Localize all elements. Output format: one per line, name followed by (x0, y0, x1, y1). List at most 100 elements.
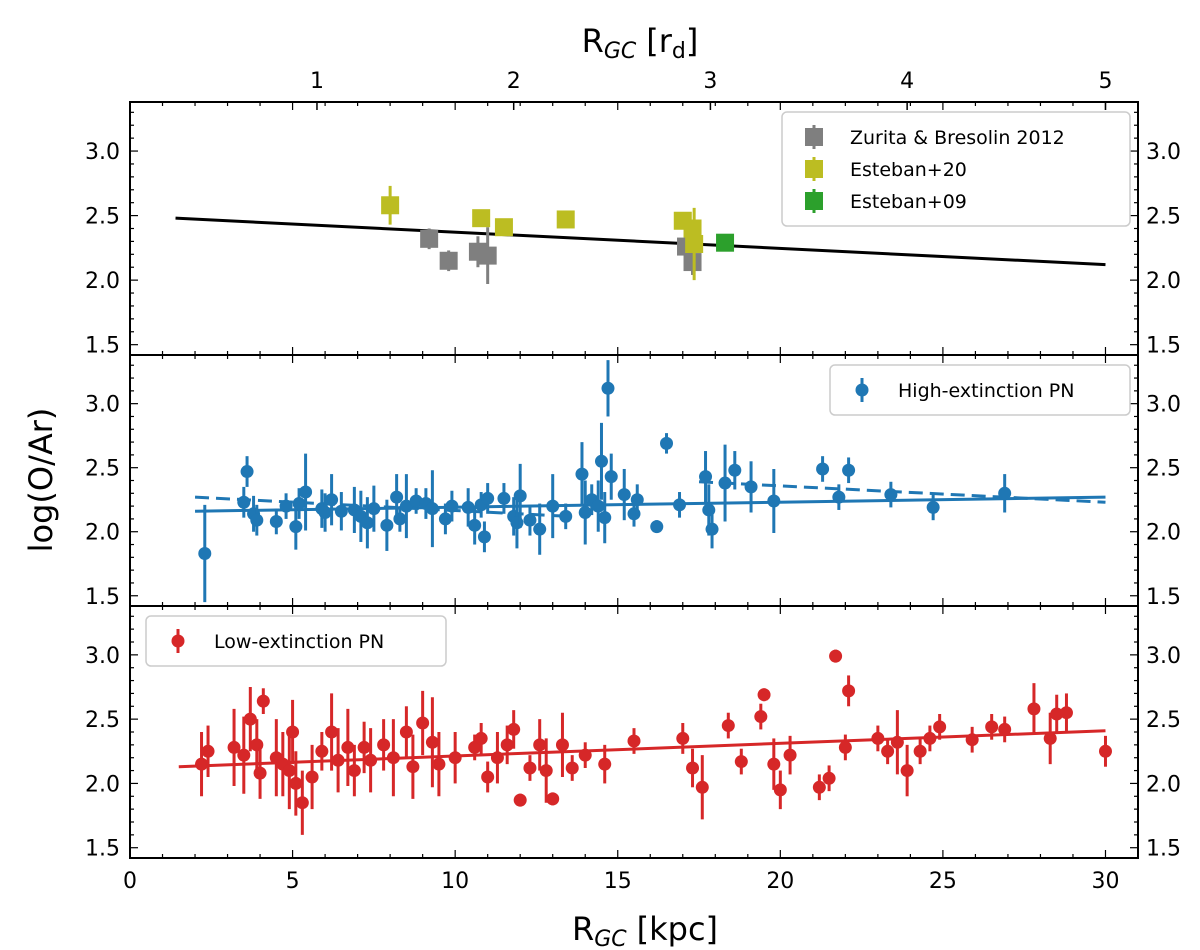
data-point (598, 511, 612, 525)
data-point (676, 731, 690, 745)
data-point (900, 764, 914, 778)
data-point (556, 210, 575, 229)
data-point (500, 738, 514, 752)
data-point (490, 751, 504, 765)
data-point (279, 499, 293, 513)
y-tick-label-right: 1.5 (1146, 837, 1181, 862)
panel-frame (129, 605, 1139, 859)
data-point (555, 738, 569, 752)
data-point (686, 761, 700, 775)
data-point (923, 731, 937, 745)
data-point (812, 780, 826, 794)
y-tick-label-left: 2.5 (85, 205, 120, 230)
data-point (253, 766, 267, 780)
x-tick-label: 25 (929, 869, 957, 894)
data-point (416, 716, 430, 730)
data-point (594, 454, 608, 468)
data-point (292, 497, 306, 511)
data-point (933, 720, 947, 734)
data-point (926, 500, 940, 514)
fit-line (698, 480, 1106, 504)
data-point (523, 513, 537, 527)
y-tick-label-left: 3.0 (85, 140, 120, 165)
data-point (377, 738, 391, 752)
data-point (842, 463, 856, 477)
data-point (299, 485, 313, 499)
y-tick-label-left: 2.0 (85, 772, 120, 797)
data-point (754, 710, 768, 724)
data-point (305, 770, 319, 784)
top-tick-label: 4 (900, 69, 914, 94)
data-point (325, 493, 339, 507)
data-point (425, 735, 439, 749)
y-tick-label-left: 2.0 (85, 521, 120, 546)
data-point (523, 761, 537, 775)
y-tick-label-right: 2.5 (1146, 457, 1181, 482)
data-point (998, 722, 1012, 736)
y-axis-title: log(O/Ar) (22, 408, 60, 553)
data-point (598, 757, 612, 771)
data-point (1050, 707, 1064, 721)
legend-label: Low-extinction PN (214, 631, 384, 653)
data-point (448, 751, 462, 765)
y-tick-label-right: 1.5 (1146, 585, 1181, 610)
y-tick-label-left: 1.5 (85, 837, 120, 862)
y-tick-label-left: 3.0 (85, 644, 120, 669)
data-point (445, 499, 459, 513)
data-point (998, 486, 1012, 500)
legend-swatch (805, 192, 823, 210)
top-axis-title: RGC [rd] (582, 22, 699, 64)
panels: 1 2 3 4 5 1.5 1.5 2.0 2.0 2.5 2.5 3.0 3.0 Zurita & Br… (85, 69, 1181, 894)
data-point (461, 500, 475, 514)
y-tick-label-right: 3.0 (1146, 140, 1181, 165)
data-point (1098, 744, 1112, 758)
data-point (578, 506, 592, 520)
data-point (393, 512, 407, 526)
data-point (390, 490, 404, 504)
data-point (406, 760, 420, 774)
data-point (409, 494, 423, 508)
data-point (331, 753, 345, 767)
legend-label: High-extinction PN (898, 380, 1074, 402)
data-point (497, 491, 511, 505)
data-point (237, 495, 251, 509)
data-point (357, 740, 371, 754)
data-point (513, 793, 527, 807)
top-tick-label: 5 (1098, 69, 1112, 94)
legend-swatch (805, 128, 823, 146)
panel-3: 1.5 1.5 2.0 2.0 2.5 2.5 3.0 3.0 Low-extinction P… (85, 605, 1181, 862)
data-point (438, 512, 452, 526)
data-point (334, 504, 348, 518)
y-tick-label-left: 1.5 (85, 334, 120, 359)
data-point (513, 489, 527, 503)
data-point (425, 502, 439, 516)
data-point (890, 735, 904, 749)
data-point (673, 498, 687, 512)
data-point (381, 196, 400, 215)
data-point (227, 740, 241, 754)
y-tick-label-left: 2.0 (85, 269, 120, 294)
data-point (289, 520, 303, 534)
data-point (699, 470, 713, 484)
data-point (533, 522, 547, 536)
legend-frame (145, 615, 447, 667)
x-axis-title: RGC [kpc] (572, 910, 718, 950)
data-point (282, 764, 296, 778)
y-tick-label-left: 1.5 (85, 585, 120, 610)
legend-label: Esteban+20 (850, 159, 967, 181)
y-tick-label-right: 3.0 (1146, 644, 1181, 669)
data-point (650, 520, 664, 534)
data-point (773, 783, 787, 797)
legend-swatch (855, 383, 869, 397)
top-tick-label: 2 (507, 69, 521, 94)
data-point (289, 776, 303, 790)
data-point (468, 740, 482, 754)
data-point (439, 251, 458, 270)
data-point (881, 744, 895, 758)
data-point (683, 219, 702, 238)
data-point (399, 725, 413, 739)
data-point (575, 467, 589, 481)
data-point (767, 757, 781, 771)
data-point (604, 470, 618, 484)
panel-1: 1.5 1.5 2.0 2.0 2.5 2.5 3.0 3.0 Zurita & Bresoli… (85, 101, 1181, 359)
